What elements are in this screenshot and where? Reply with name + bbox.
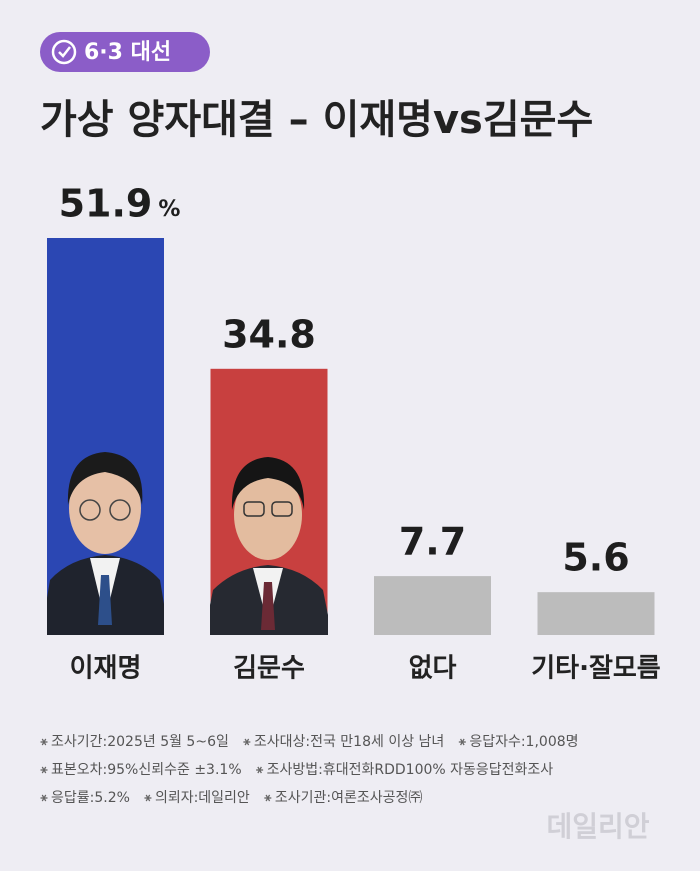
- note-bullet: [40, 794, 48, 802]
- badge-label: 6·3 대선: [84, 40, 171, 65]
- value-label: 51.9: [59, 182, 153, 226]
- category-label: 없다: [409, 654, 457, 684]
- note-text: 조사기간:2025년 5월 5~6일: [51, 734, 229, 750]
- note-bullet: [256, 766, 264, 774]
- asterisk-stroke: [41, 766, 47, 774]
- asterisk-stroke: [244, 738, 250, 746]
- vote-icon: [51, 39, 77, 65]
- asterisk-stroke: [459, 738, 465, 746]
- asterisk-stroke: [257, 766, 262, 774]
- unit-label: %: [158, 197, 180, 222]
- note-bullet: [264, 794, 272, 802]
- notes: 조사기간:2025년 5월 5~6일 조사대상:전국 만18세 이상 남녀 응답자수…: [40, 734, 579, 806]
- note-text: 표본오차:95%신뢰수준 ±3.1%: [51, 762, 242, 778]
- note-bullet: [40, 738, 48, 746]
- note-text: 조사방법:휴대전화RDD100% 자동응답전화조사: [267, 762, 554, 778]
- value-label: 34.8: [222, 312, 316, 356]
- note-bullet: [243, 738, 251, 746]
- value-label: 5.6: [562, 536, 629, 580]
- category-label: 기타·잘모름: [531, 654, 661, 684]
- note-text: 응답률:5.2%: [51, 790, 130, 806]
- note-bullet: [40, 766, 48, 774]
- note-bullet: [458, 738, 466, 746]
- note-text: 조사대상:전국 만18세 이상 남녀: [254, 734, 444, 750]
- chart-title: 가상 양자대결 – 이재명vs김문수: [40, 97, 593, 143]
- asterisk-stroke: [265, 794, 271, 802]
- asterisk-stroke: [41, 794, 47, 802]
- note-text: 응답자수:1,008명: [469, 734, 578, 750]
- badge: [40, 32, 210, 72]
- watermark: 데일리안: [546, 810, 649, 843]
- value-label: 7.7: [399, 520, 466, 564]
- note-text: 의뢰자:데일리안: [155, 790, 250, 806]
- category-label: 김문수: [233, 654, 305, 684]
- bar: [537, 592, 655, 635]
- photo-1: [47, 452, 164, 635]
- note-bullet: [144, 794, 152, 802]
- asterisk-stroke: [41, 738, 47, 746]
- category-label: 이재명: [70, 654, 142, 684]
- asterisk-stroke: [145, 794, 151, 802]
- photo-2: [210, 457, 328, 635]
- note-text: 조사기관:여론조사공정㈜: [275, 790, 423, 806]
- bar: [374, 576, 491, 635]
- vote-icon-check: [58, 46, 71, 58]
- labels: 51.9 % 이재명 34.8 김문수 7.7 없다 5.6 기타·잘모름: [59, 182, 661, 684]
